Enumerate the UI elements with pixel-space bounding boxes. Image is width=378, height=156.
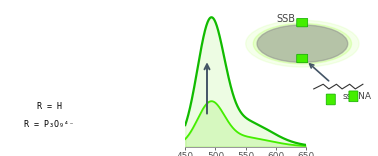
FancyBboxPatch shape bbox=[297, 18, 308, 27]
Circle shape bbox=[253, 23, 352, 64]
FancyBboxPatch shape bbox=[326, 94, 335, 105]
Circle shape bbox=[257, 25, 348, 62]
Circle shape bbox=[246, 20, 359, 67]
FancyBboxPatch shape bbox=[349, 91, 358, 102]
Text: R = P₃O₉⁴⁻: R = P₃O₉⁴⁻ bbox=[24, 120, 74, 129]
Text: ssDNA: ssDNA bbox=[343, 92, 372, 101]
FancyBboxPatch shape bbox=[297, 54, 308, 63]
Text: SSB: SSB bbox=[276, 14, 295, 24]
Text: R = H: R = H bbox=[37, 102, 62, 111]
